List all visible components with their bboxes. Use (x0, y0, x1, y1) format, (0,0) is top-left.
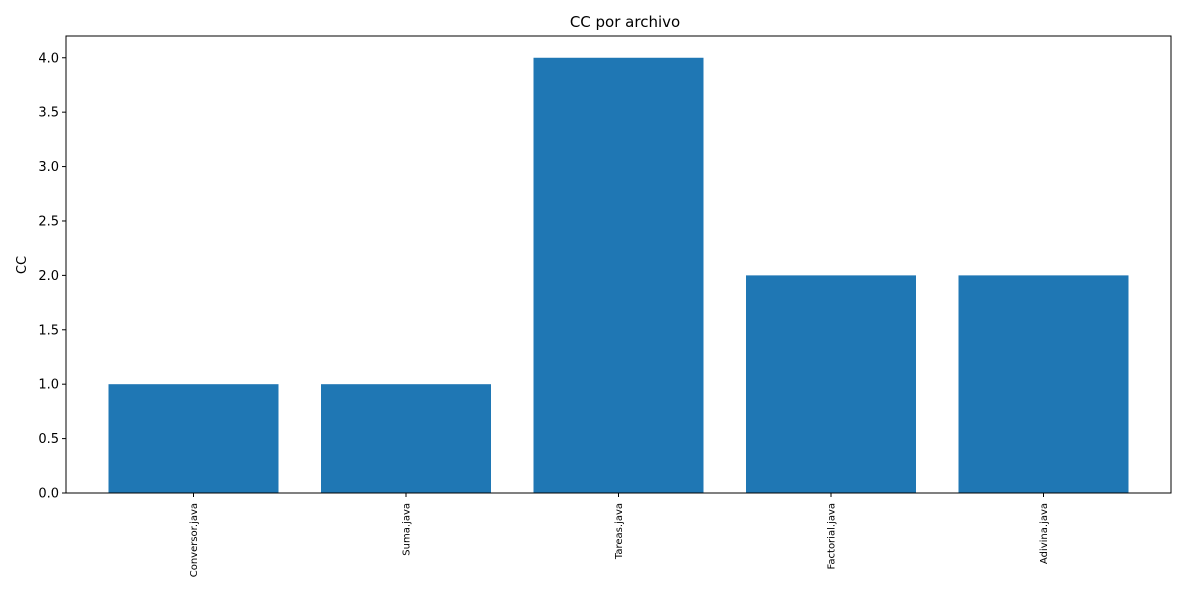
y-tick-label: 0.0 (38, 487, 59, 502)
y-axis-label: CC (15, 256, 30, 274)
x-tick-label: Suma.java (402, 503, 413, 556)
bar (108, 384, 279, 493)
x-axis: Conversor.java Suma.java Tareas.java Factor… (189, 493, 1050, 577)
x-tick-label: Tareas.java (614, 503, 625, 560)
y-axis: 0.0 0.5 1.0 1.5 2.0 2.5 3.0 3.5 4.0 (38, 51, 66, 502)
bars (108, 57, 1129, 494)
plot-frame (65, 35, 1172, 494)
y-tick-label: 2.0 (38, 269, 59, 284)
bar (746, 275, 916, 493)
bar (533, 57, 704, 494)
chart-title: CC por archivo (570, 13, 680, 31)
y-tick-label: 2.5 (38, 214, 59, 229)
bar (958, 275, 1129, 493)
y-tick-label: 0.5 (38, 432, 59, 447)
y-tick-label: 3.5 (38, 106, 59, 121)
y-tick-label: 3.0 (38, 160, 59, 175)
y-tick-label: 4.0 (38, 51, 59, 66)
x-tick-label: Adivina.java (1039, 503, 1050, 564)
y-tick-label: 1.5 (38, 323, 59, 338)
x-tick-label: Conversor.java (189, 503, 200, 577)
x-tick-label: Factorial.java (827, 503, 838, 569)
bar (321, 384, 491, 493)
y-tick-label: 1.0 (38, 378, 59, 393)
